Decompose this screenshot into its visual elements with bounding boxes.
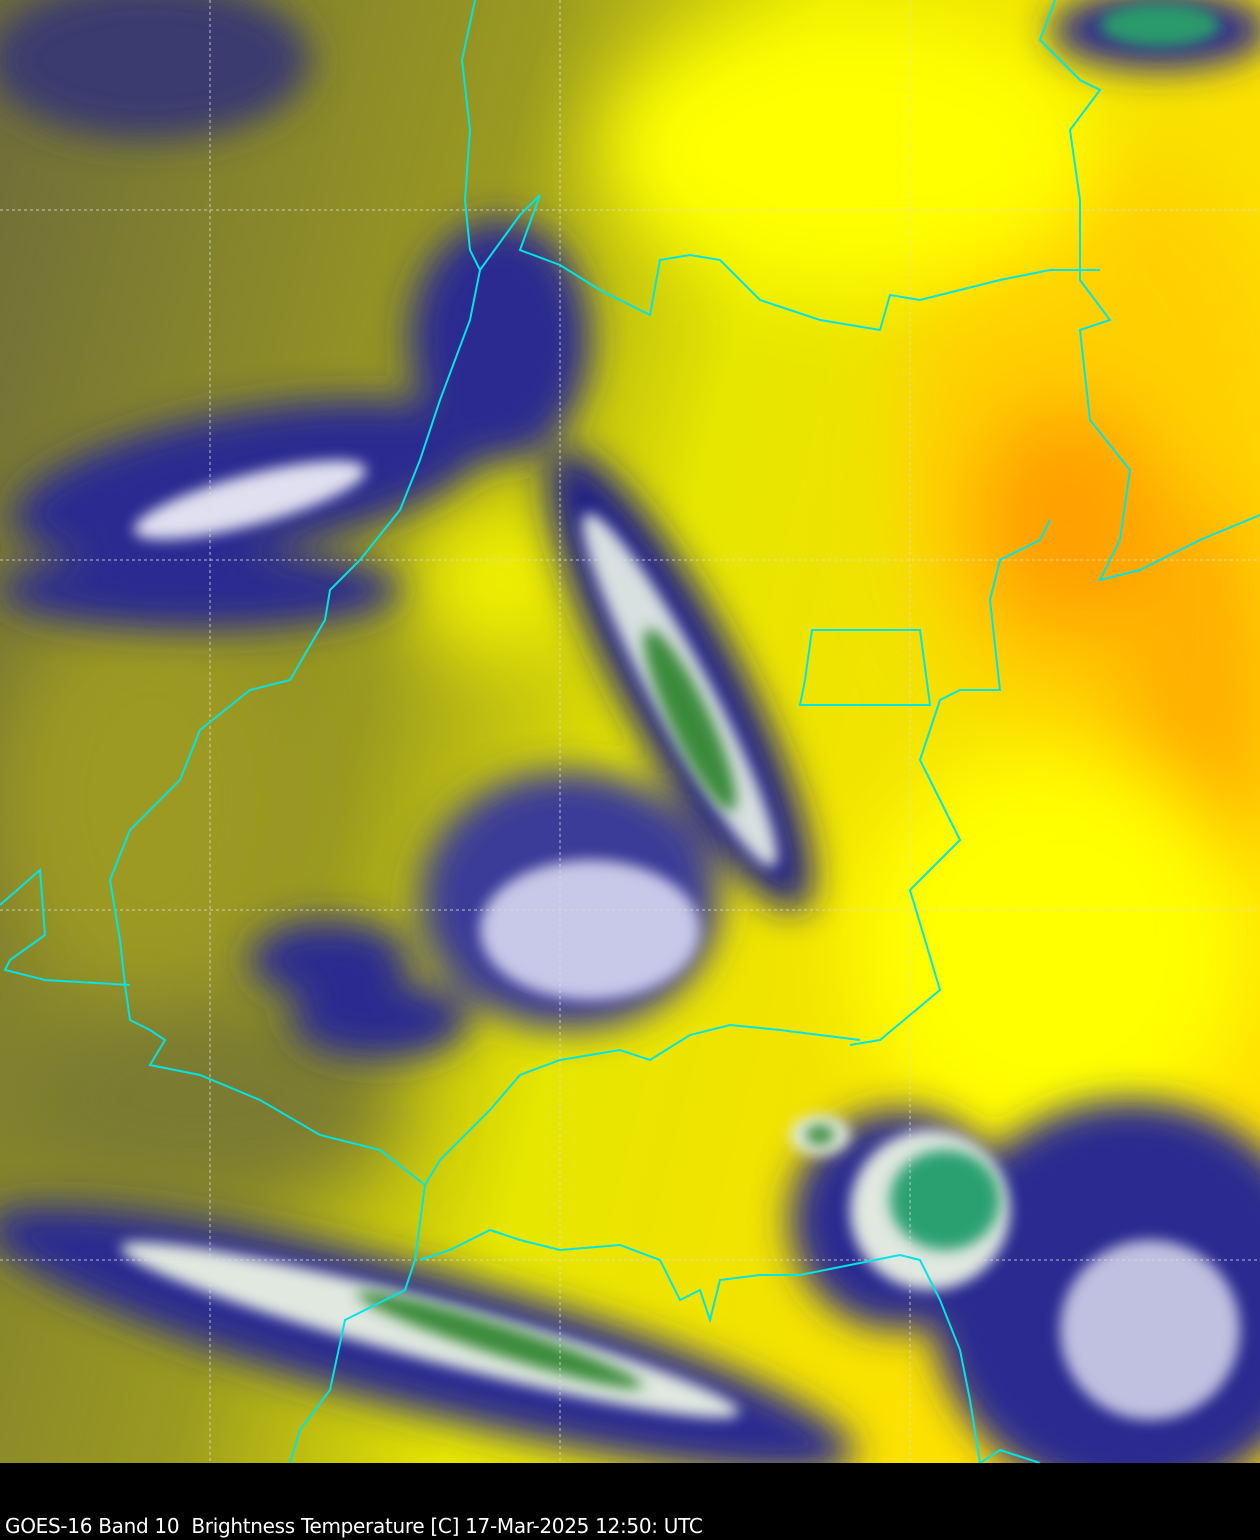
political-borders	[0, 0, 1260, 1463]
coldest-tops	[357, 3, 1220, 1389]
image-caption: GOES-16 Band 10 Brightness Temperature […	[5, 1514, 703, 1538]
graticule	[0, 0, 1260, 1463]
brightness-temperature-map	[0, 0, 1260, 1463]
